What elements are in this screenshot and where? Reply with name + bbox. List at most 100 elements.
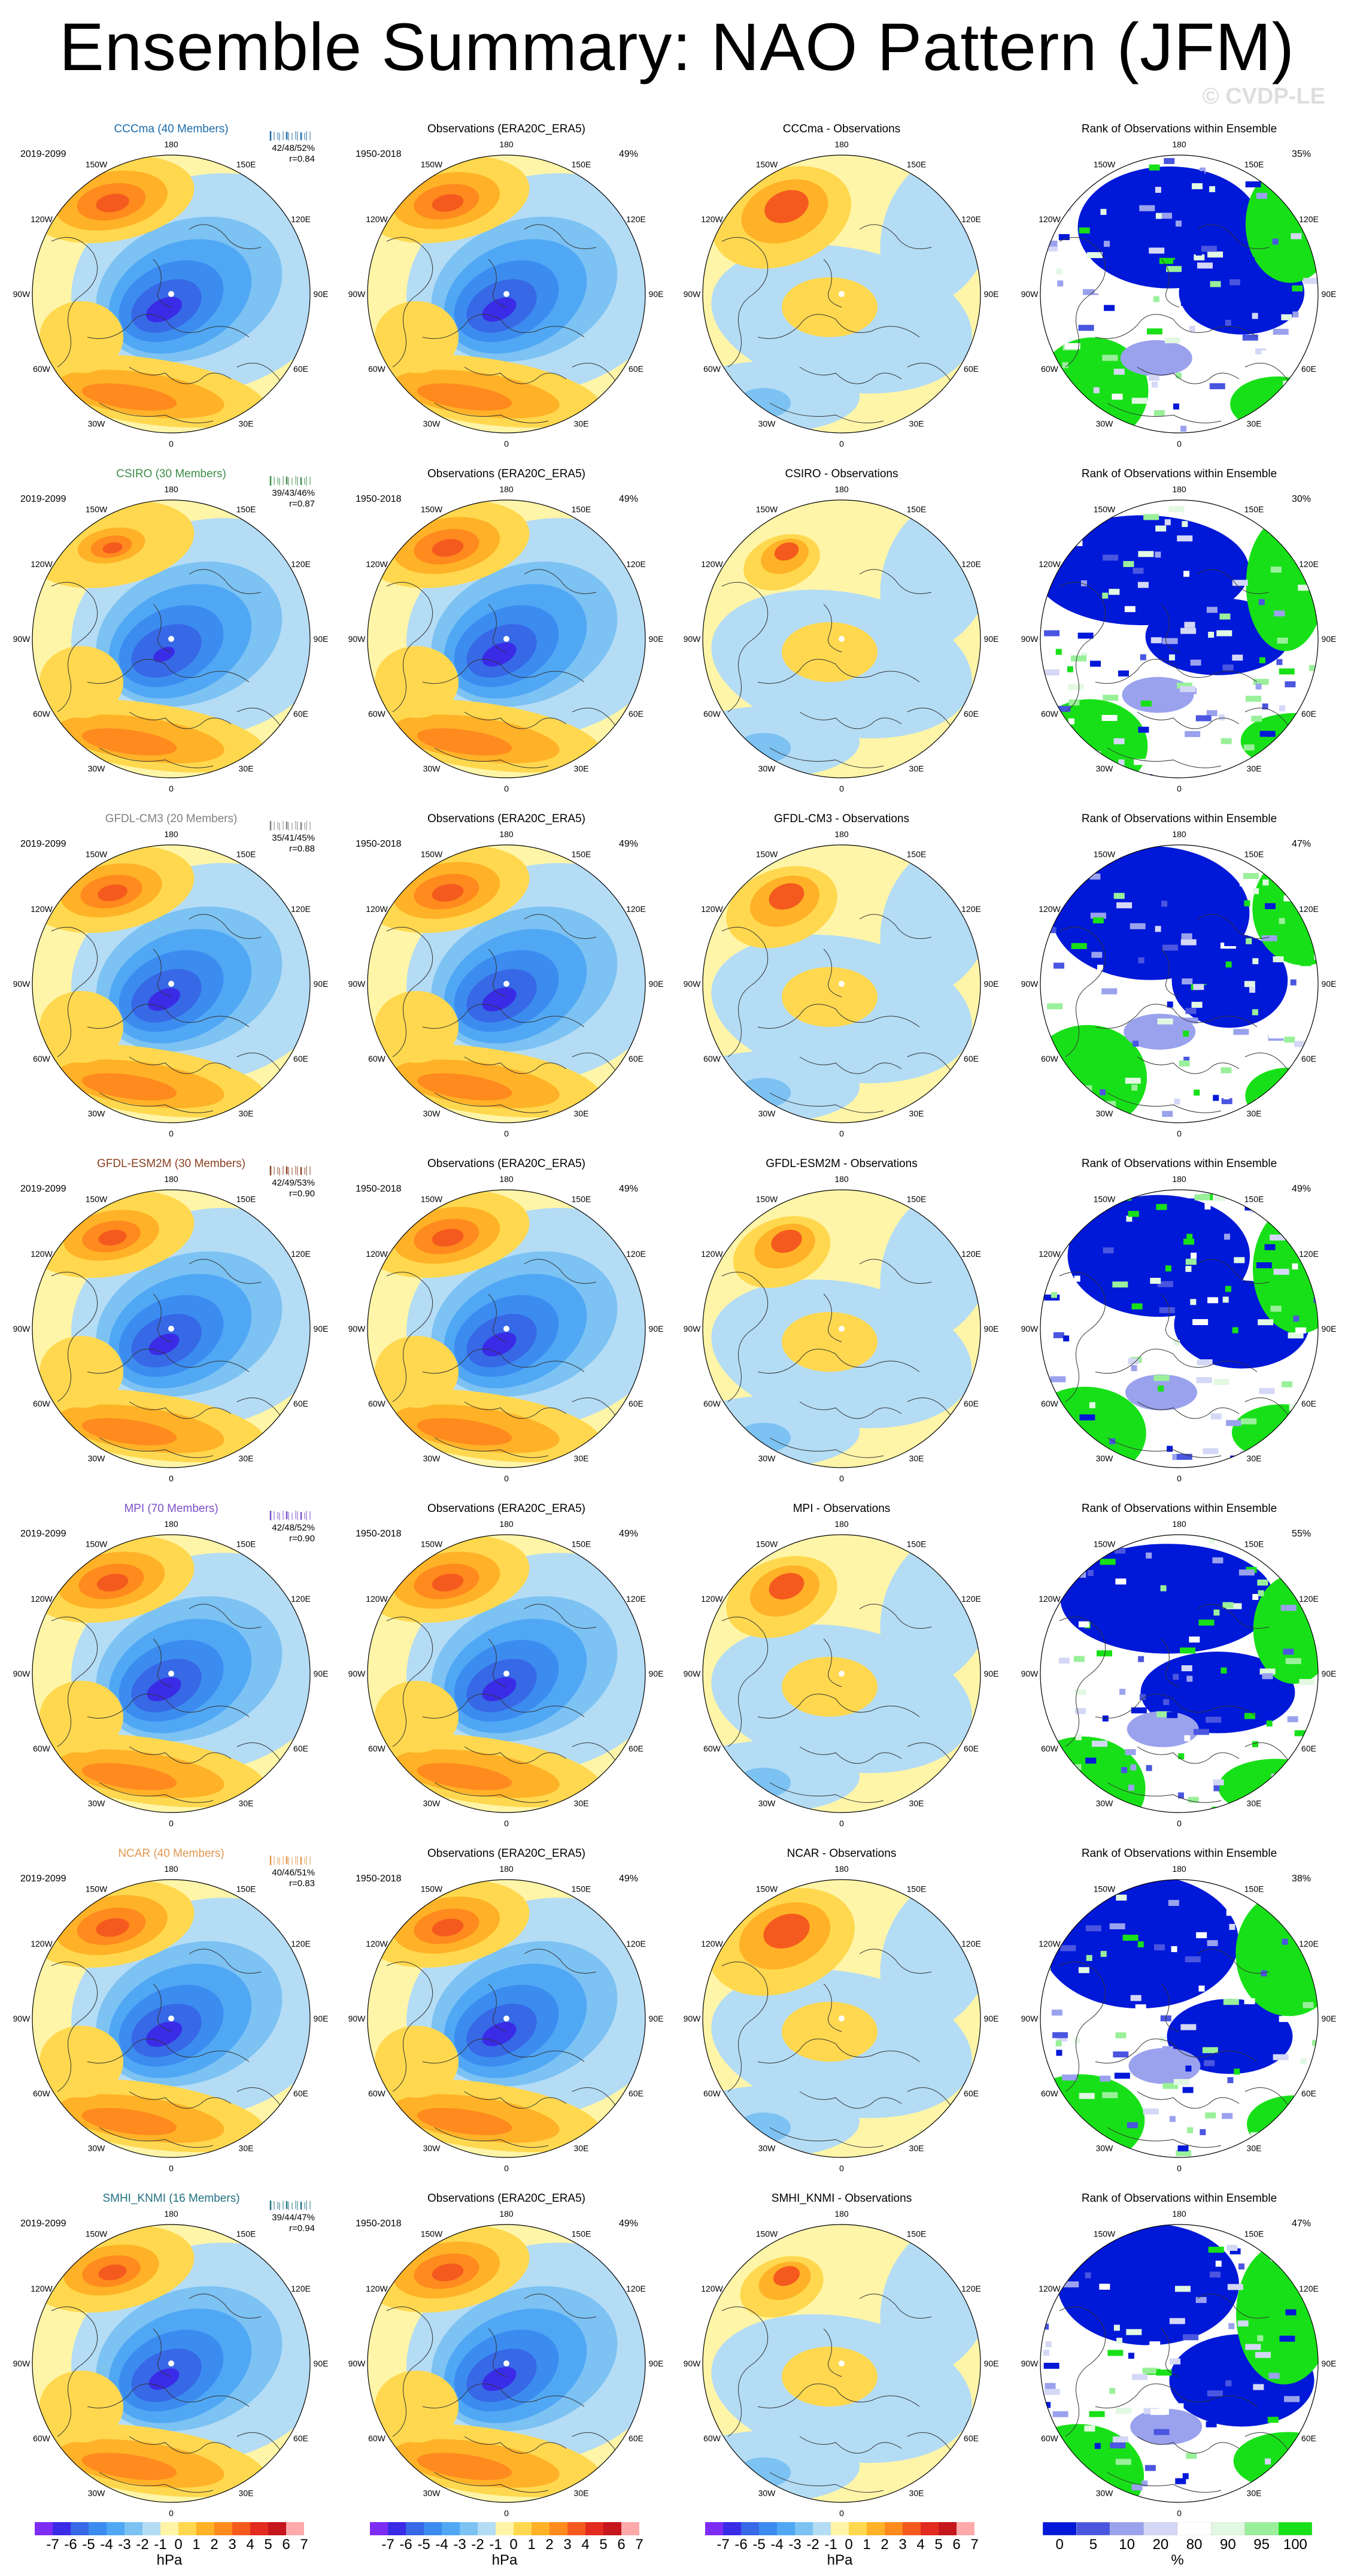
- rank-cell: [1103, 554, 1119, 561]
- longitude-label: 180: [1172, 1174, 1186, 1184]
- colorbar-tick-label: 0: [1055, 2536, 1064, 2553]
- contour-level: [81, 1763, 177, 1790]
- rank-cell: [1138, 551, 1154, 557]
- longitude-label: 180: [499, 829, 514, 839]
- coastline-segment: [721, 1961, 769, 2092]
- model-title: NCAR (40 Members): [118, 1847, 224, 1860]
- rank-cell: [1073, 2037, 1080, 2044]
- longitude-label: 90W: [1021, 634, 1039, 644]
- rank-cell: [1149, 247, 1165, 254]
- pole-marker: [503, 2016, 509, 2022]
- longitude-label: 30W: [88, 1454, 106, 1463]
- rank-cell: [1182, 2087, 1194, 2093]
- rank-cell: [1153, 2429, 1170, 2435]
- longitude-label: 90E: [314, 1669, 329, 1678]
- longitude-label: 30E: [574, 419, 589, 429]
- map-boundary: [1040, 2224, 1319, 2503]
- longitude-label: 60W: [703, 709, 721, 719]
- longitude-label: 180: [164, 1519, 178, 1529]
- rank-cell: [1229, 279, 1240, 286]
- rank-cell: [1197, 262, 1213, 269]
- contour-level: [375, 1681, 459, 1753]
- longitude-label: 90E: [1322, 289, 1337, 299]
- longitude-label: 150E: [1244, 159, 1264, 169]
- longitude-label: 90E: [1322, 2359, 1337, 2368]
- contour-level: [417, 1763, 512, 1790]
- longitude-label: 120W: [366, 214, 388, 224]
- rank-cell: [1206, 514, 1213, 520]
- rank-cell: [1281, 314, 1292, 320]
- rank-percent: 35%: [1291, 149, 1311, 159]
- contour-level: [432, 1574, 464, 1592]
- pattern-correlation: r=0.90: [289, 1189, 315, 1199]
- rank-cell: [1084, 2425, 1095, 2432]
- longitude-label: 90E: [984, 979, 999, 989]
- longitude-label: 90W: [13, 2359, 31, 2368]
- longitude-label: 60E: [629, 2089, 643, 2098]
- rank-cell: [1204, 1203, 1211, 1210]
- rank-cell: [1102, 2092, 1118, 2098]
- rank-cell: [1100, 1559, 1116, 1565]
- rank-cell: [1163, 1699, 1170, 1705]
- longitude-label: 120W: [1039, 2284, 1061, 2293]
- rank-cell: [1294, 1772, 1306, 1779]
- rank-cell: [1171, 1946, 1177, 1953]
- rank-cell: [1115, 1547, 1126, 1554]
- rank-cell: [1189, 265, 1205, 271]
- rank-cell: [1175, 220, 1182, 227]
- longitude-label: 0: [169, 1819, 174, 1828]
- rank-cell: [1191, 183, 1203, 189]
- rank-cell: [1186, 1675, 1193, 1682]
- longitude-label: 90E: [984, 1669, 999, 1678]
- rank-cell: [1100, 1089, 1106, 1096]
- longitude-label: 120W: [1039, 559, 1061, 569]
- period-label: 1950-2018: [356, 1874, 402, 1884]
- rank-cell: [1198, 1985, 1205, 1992]
- longitude-label: 150E: [1244, 1884, 1264, 1893]
- coastline-segment: [859, 1948, 932, 1974]
- rank-cell: [1314, 870, 1318, 877]
- rank-cell: [1089, 2411, 1105, 2417]
- longitude-label: 0: [839, 2508, 844, 2518]
- longitude-label: 30W: [758, 764, 776, 774]
- rank-cell: [1156, 2369, 1172, 2376]
- longitude-label: 150W: [756, 849, 778, 859]
- contour-level: [146, 2021, 182, 2047]
- longitude-label: 60W: [703, 1399, 721, 1408]
- coastline-segment: [1137, 366, 1240, 384]
- coastline-segment: [422, 1004, 585, 1029]
- rank-cell: [1133, 568, 1144, 574]
- period-label: 2019-2099: [20, 1874, 66, 1884]
- coastline-segment: [721, 2306, 769, 2437]
- pole-marker: [839, 636, 845, 642]
- rank-cell: [1179, 1198, 1195, 1205]
- rank-cell: [1195, 2297, 1207, 2304]
- colorbar-hpa: -7 -6 -5 -4 -3 -2 -1 0 1 2 3 4 5 6 7 hPa: [370, 2522, 643, 2570]
- rank-cell: [1304, 546, 1310, 553]
- longitude-label: 180: [499, 1519, 514, 1529]
- rank-cell: [1146, 1552, 1152, 1559]
- colorbar-swatch: [1244, 2522, 1279, 2536]
- rank-cell: [1105, 1101, 1116, 1107]
- rank-cell: [1109, 1438, 1116, 1445]
- colorbar-tick-label: 3: [563, 2536, 572, 2553]
- longitude-label: 180: [1172, 1864, 1186, 1874]
- colorbar-hpa: -7 -6 -5 -4 -3 -2 -1 0 1 2 3 4 5 6 7 hPa: [35, 2522, 308, 2570]
- longitude-label: 30E: [909, 2144, 924, 2153]
- colorbar-swatch: [777, 2522, 795, 2535]
- rank-cell: [1170, 1575, 1181, 1582]
- rank-cell: [1299, 2141, 1306, 2147]
- rank-cell: [1270, 1234, 1286, 1241]
- longitude-label: 30W: [1096, 1109, 1114, 1119]
- coastline-segment: [189, 1948, 262, 1974]
- coastline-segment: [1059, 581, 1106, 713]
- longitude-label: 30E: [909, 1109, 924, 1119]
- coastlines: [51, 224, 284, 423]
- contour-level: [96, 1918, 129, 1937]
- panel-rank: Rank of Observations within Ensemble 47% 1…: [1018, 2192, 1341, 2527]
- rank-cell: [1292, 920, 1299, 926]
- rank-cell: [1142, 2480, 1148, 2487]
- rank-cell: [1272, 238, 1279, 245]
- longitude-label: 150E: [1244, 849, 1264, 859]
